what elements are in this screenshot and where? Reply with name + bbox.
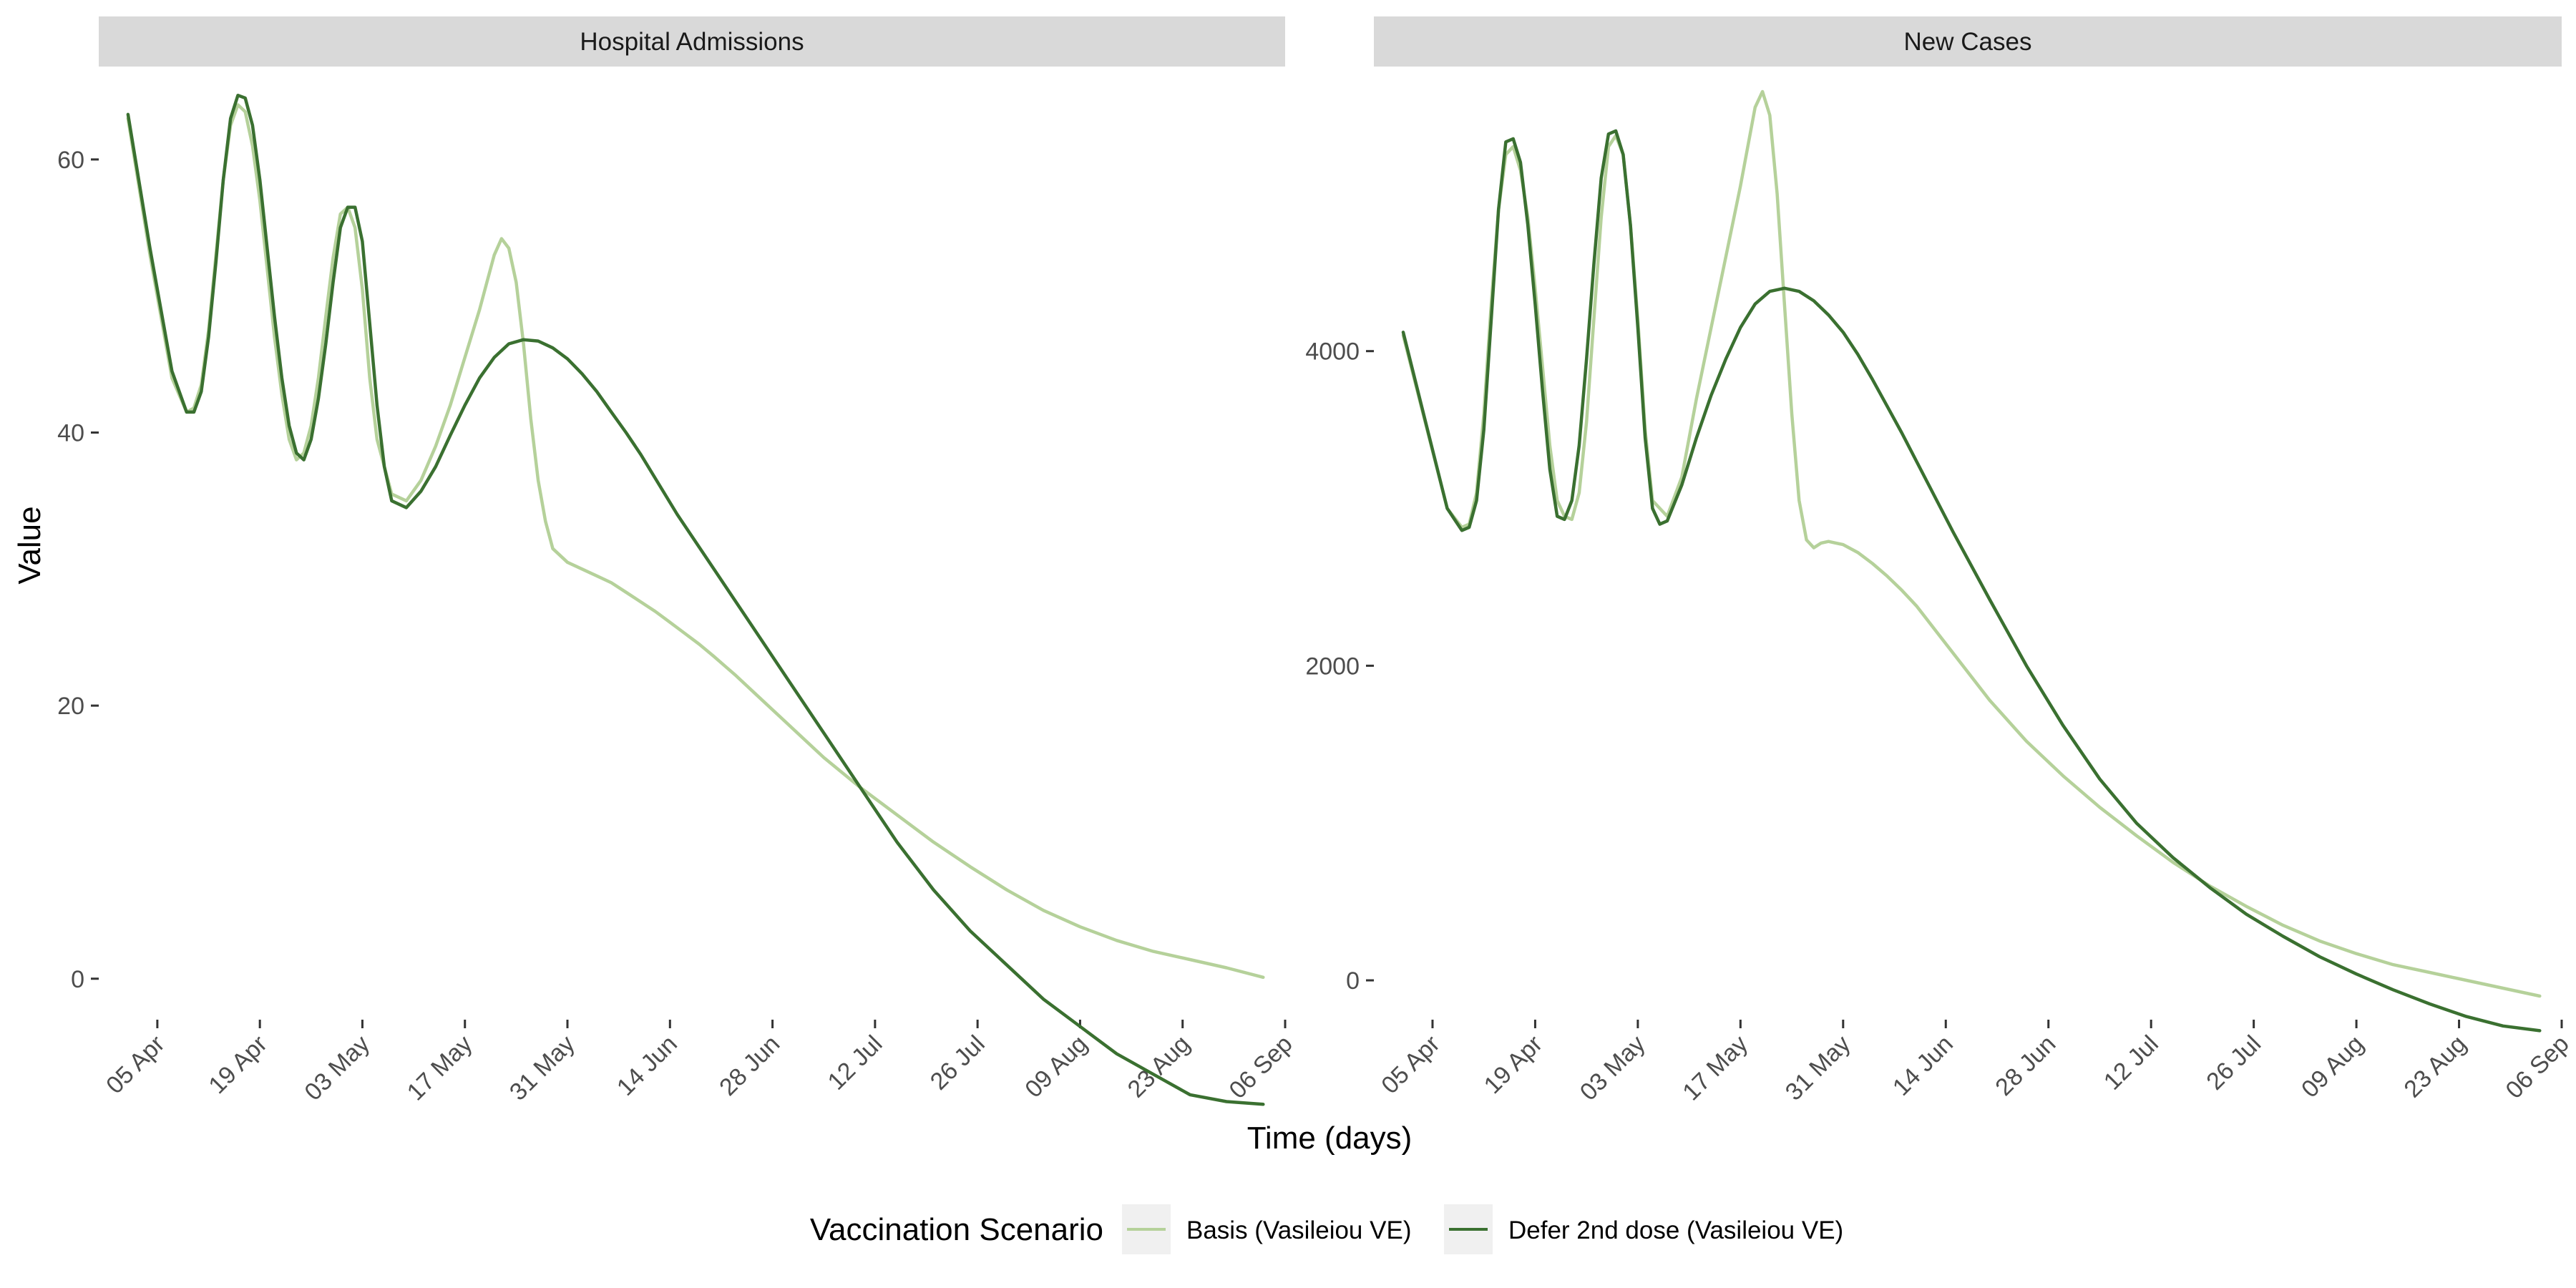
y-tick-label: 0 bbox=[1346, 967, 1360, 995]
legend-label-basis: Basis (Vasileiou VE) bbox=[1186, 1216, 1411, 1244]
strip-hospital-admissions bbox=[99, 16, 1285, 67]
y-tick-label: 40 bbox=[57, 419, 84, 447]
series-line-basis-vasileiou-ve-hospital-admissions bbox=[126, 103, 1265, 980]
y-tick-label: 60 bbox=[57, 147, 84, 174]
legend-item-defer: Defer 2nd dose (Vasileiou VE) bbox=[1444, 1204, 1843, 1254]
y-axis-title: Value bbox=[12, 506, 47, 584]
legend-item-basis: Basis (Vasileiou VE) bbox=[1122, 1204, 1411, 1254]
legend-title: Vaccination Scenario bbox=[810, 1212, 1103, 1247]
y-axis-hospital-admissions: 0 20 40 60 bbox=[57, 147, 99, 993]
strip-new-cases bbox=[1374, 16, 2562, 67]
lines-hospital-admissions bbox=[126, 93, 1265, 1106]
legend-label-defer: Defer 2nd dose (Vasileiou VE) bbox=[1508, 1216, 1843, 1244]
y-axis-new-cases: 0 2000 4000 bbox=[1305, 338, 1374, 995]
strip-title-hospital-admissions: Hospital Admissions bbox=[580, 28, 804, 56]
strip-title-new-cases: New Cases bbox=[1904, 28, 2032, 56]
y-tick-label: 0 bbox=[71, 966, 84, 993]
y-tick-label: 20 bbox=[57, 693, 84, 720]
lines-new-cases bbox=[1401, 89, 2542, 1033]
series-line-defer-2nd-dose-vasileiou-ve-hospital-admissions bbox=[126, 93, 1265, 1106]
y-tick-label: 4000 bbox=[1305, 338, 1360, 366]
series-line-defer-2nd-dose-vasileiou-ve-new-cases bbox=[1401, 129, 2542, 1033]
x-axis-title: Time (days) bbox=[1247, 1121, 1413, 1156]
y-tick-label: 2000 bbox=[1305, 653, 1360, 680]
legend: Vaccination Scenario Basis (Vasileiou VE… bbox=[810, 1204, 1843, 1254]
